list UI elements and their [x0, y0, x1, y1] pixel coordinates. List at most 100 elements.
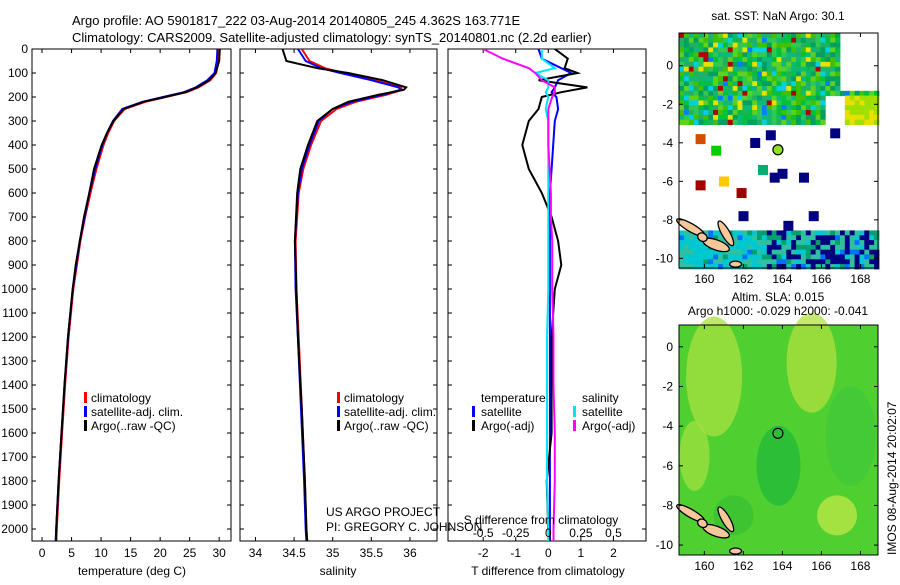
temperature-legend: climatology satellite-adj. clim. Argo(..…: [84, 391, 183, 433]
sst-pixel: [800, 249, 807, 255]
y-tick-label: 1600: [1, 426, 28, 440]
sst-pixel: [786, 264, 792, 270]
sst-pixel: [800, 61, 807, 68]
sst-pixel: [766, 114, 773, 121]
sst-pixel: [781, 230, 787, 236]
sst-pixel: [732, 81, 738, 87]
sst-pixel: [800, 71, 807, 77]
legend-swatch-satellite: [84, 406, 87, 417]
sst-pixel: [771, 119, 777, 125]
sst-pixel: [835, 81, 841, 87]
sst-pixel: [722, 110, 729, 116]
sst-pixel: [752, 71, 758, 77]
sst-pixel: [742, 81, 748, 87]
sst-pixel: [693, 119, 699, 125]
sst-pixel: [713, 119, 719, 125]
sst-pixel: [757, 71, 763, 77]
sst-pixel: [683, 71, 690, 77]
sst-pixel: [869, 235, 875, 241]
sst-pixel: [693, 259, 699, 265]
sst-pixel: [776, 254, 782, 260]
sst-pixel: [688, 110, 695, 116]
sst-pixel: [693, 114, 699, 121]
series-line-argo-raw-qc-: [55, 49, 221, 541]
sst-pixel: [786, 235, 792, 241]
sst-pixel: [820, 52, 826, 58]
sst-pixel: [849, 100, 855, 106]
x2-tick-label: -0.5: [473, 526, 494, 540]
sst-pixel: [805, 76, 812, 82]
sst-pixel: [805, 105, 812, 111]
sst-pixel: [766, 57, 773, 63]
s-difference-xlabel: S difference from climatology: [464, 513, 619, 527]
sst-pixel: [747, 100, 753, 106]
sst-pixel: [727, 37, 734, 44]
sst-pixel: [810, 95, 816, 101]
sst-pixel: [732, 52, 738, 58]
sst-pixel: [752, 119, 758, 125]
legend-title-temperature: temperature: [481, 391, 546, 405]
sst-pixel: [679, 100, 685, 106]
sst-pixel: [766, 37, 773, 44]
sst-pixel: [688, 76, 695, 82]
sst-pixel: [849, 105, 855, 111]
sst-pixel: [796, 264, 802, 270]
legend-label: satellite: [582, 405, 623, 419]
sst-pixel: [693, 57, 699, 63]
sst-pixel: [854, 95, 860, 101]
sst-pixel: [791, 114, 797, 121]
sst-pixel: [854, 90, 860, 97]
lat-tick-label: -8: [662, 213, 673, 227]
sst-pixel: [786, 259, 792, 265]
sst-pixel: [713, 249, 719, 255]
y-tick-label: 1400: [1, 378, 28, 392]
sst-pixel: [810, 42, 816, 48]
sst-map-panel: 160 162 164 166 168 0 -2 -4 -6 -8 -10: [656, 32, 880, 286]
sst-pixel: [776, 110, 782, 116]
sst-pixel: [791, 100, 797, 106]
sst-pixel: [800, 47, 807, 53]
legend-swatch-climatology: [84, 392, 87, 403]
sst-pixel: [791, 235, 797, 241]
sst-pixel: [761, 37, 768, 44]
sst-pixel: [805, 264, 812, 270]
sst-pixel: [693, 37, 699, 44]
sst-pixel: [766, 61, 773, 68]
sst-pixel: [757, 47, 763, 53]
legend-swatch-satellite: [337, 406, 340, 417]
sst-pixel: [854, 264, 860, 270]
sst-pixel: [805, 37, 812, 44]
sst-pixel: [713, 90, 719, 97]
sst-pixel: [698, 110, 704, 116]
sst-pixel: [859, 264, 865, 270]
sst-pixel-large: [695, 134, 706, 145]
sst-pixel: [679, 86, 685, 92]
sst-pixel: [679, 254, 685, 260]
x2-tick-label: 0.25: [569, 526, 593, 540]
sst-pixel: [786, 230, 792, 236]
sst-pixel: [830, 76, 836, 82]
sst-pixel: [805, 33, 812, 39]
sst-pixel: [810, 52, 816, 58]
sst-pixel: [688, 100, 695, 106]
sst-pixel: [869, 119, 875, 125]
sst-pixel: [859, 235, 865, 241]
sst-pixel: [820, 100, 826, 106]
sst-pixel: [693, 76, 699, 82]
sst-pixel: [703, 230, 709, 236]
sst-pixel: [805, 114, 812, 121]
sst-pixel: [869, 100, 875, 106]
sst-pixel: [766, 52, 773, 58]
sst-pixel: [757, 95, 763, 101]
sst-pixel: [786, 52, 792, 58]
sla-anomaly-patch: [686, 316, 743, 437]
temperature-xlabel: temperature (deg C): [78, 564, 186, 578]
sst-pixel: [693, 52, 699, 58]
sst-pixel: [791, 61, 797, 68]
sst-pixel: [727, 52, 734, 58]
sst-pixel: [830, 254, 836, 260]
x-tick-label: 25: [183, 546, 197, 560]
sst-pixel: [771, 71, 777, 77]
sst-pixel: [742, 47, 748, 53]
sst-pixel: [683, 254, 690, 260]
